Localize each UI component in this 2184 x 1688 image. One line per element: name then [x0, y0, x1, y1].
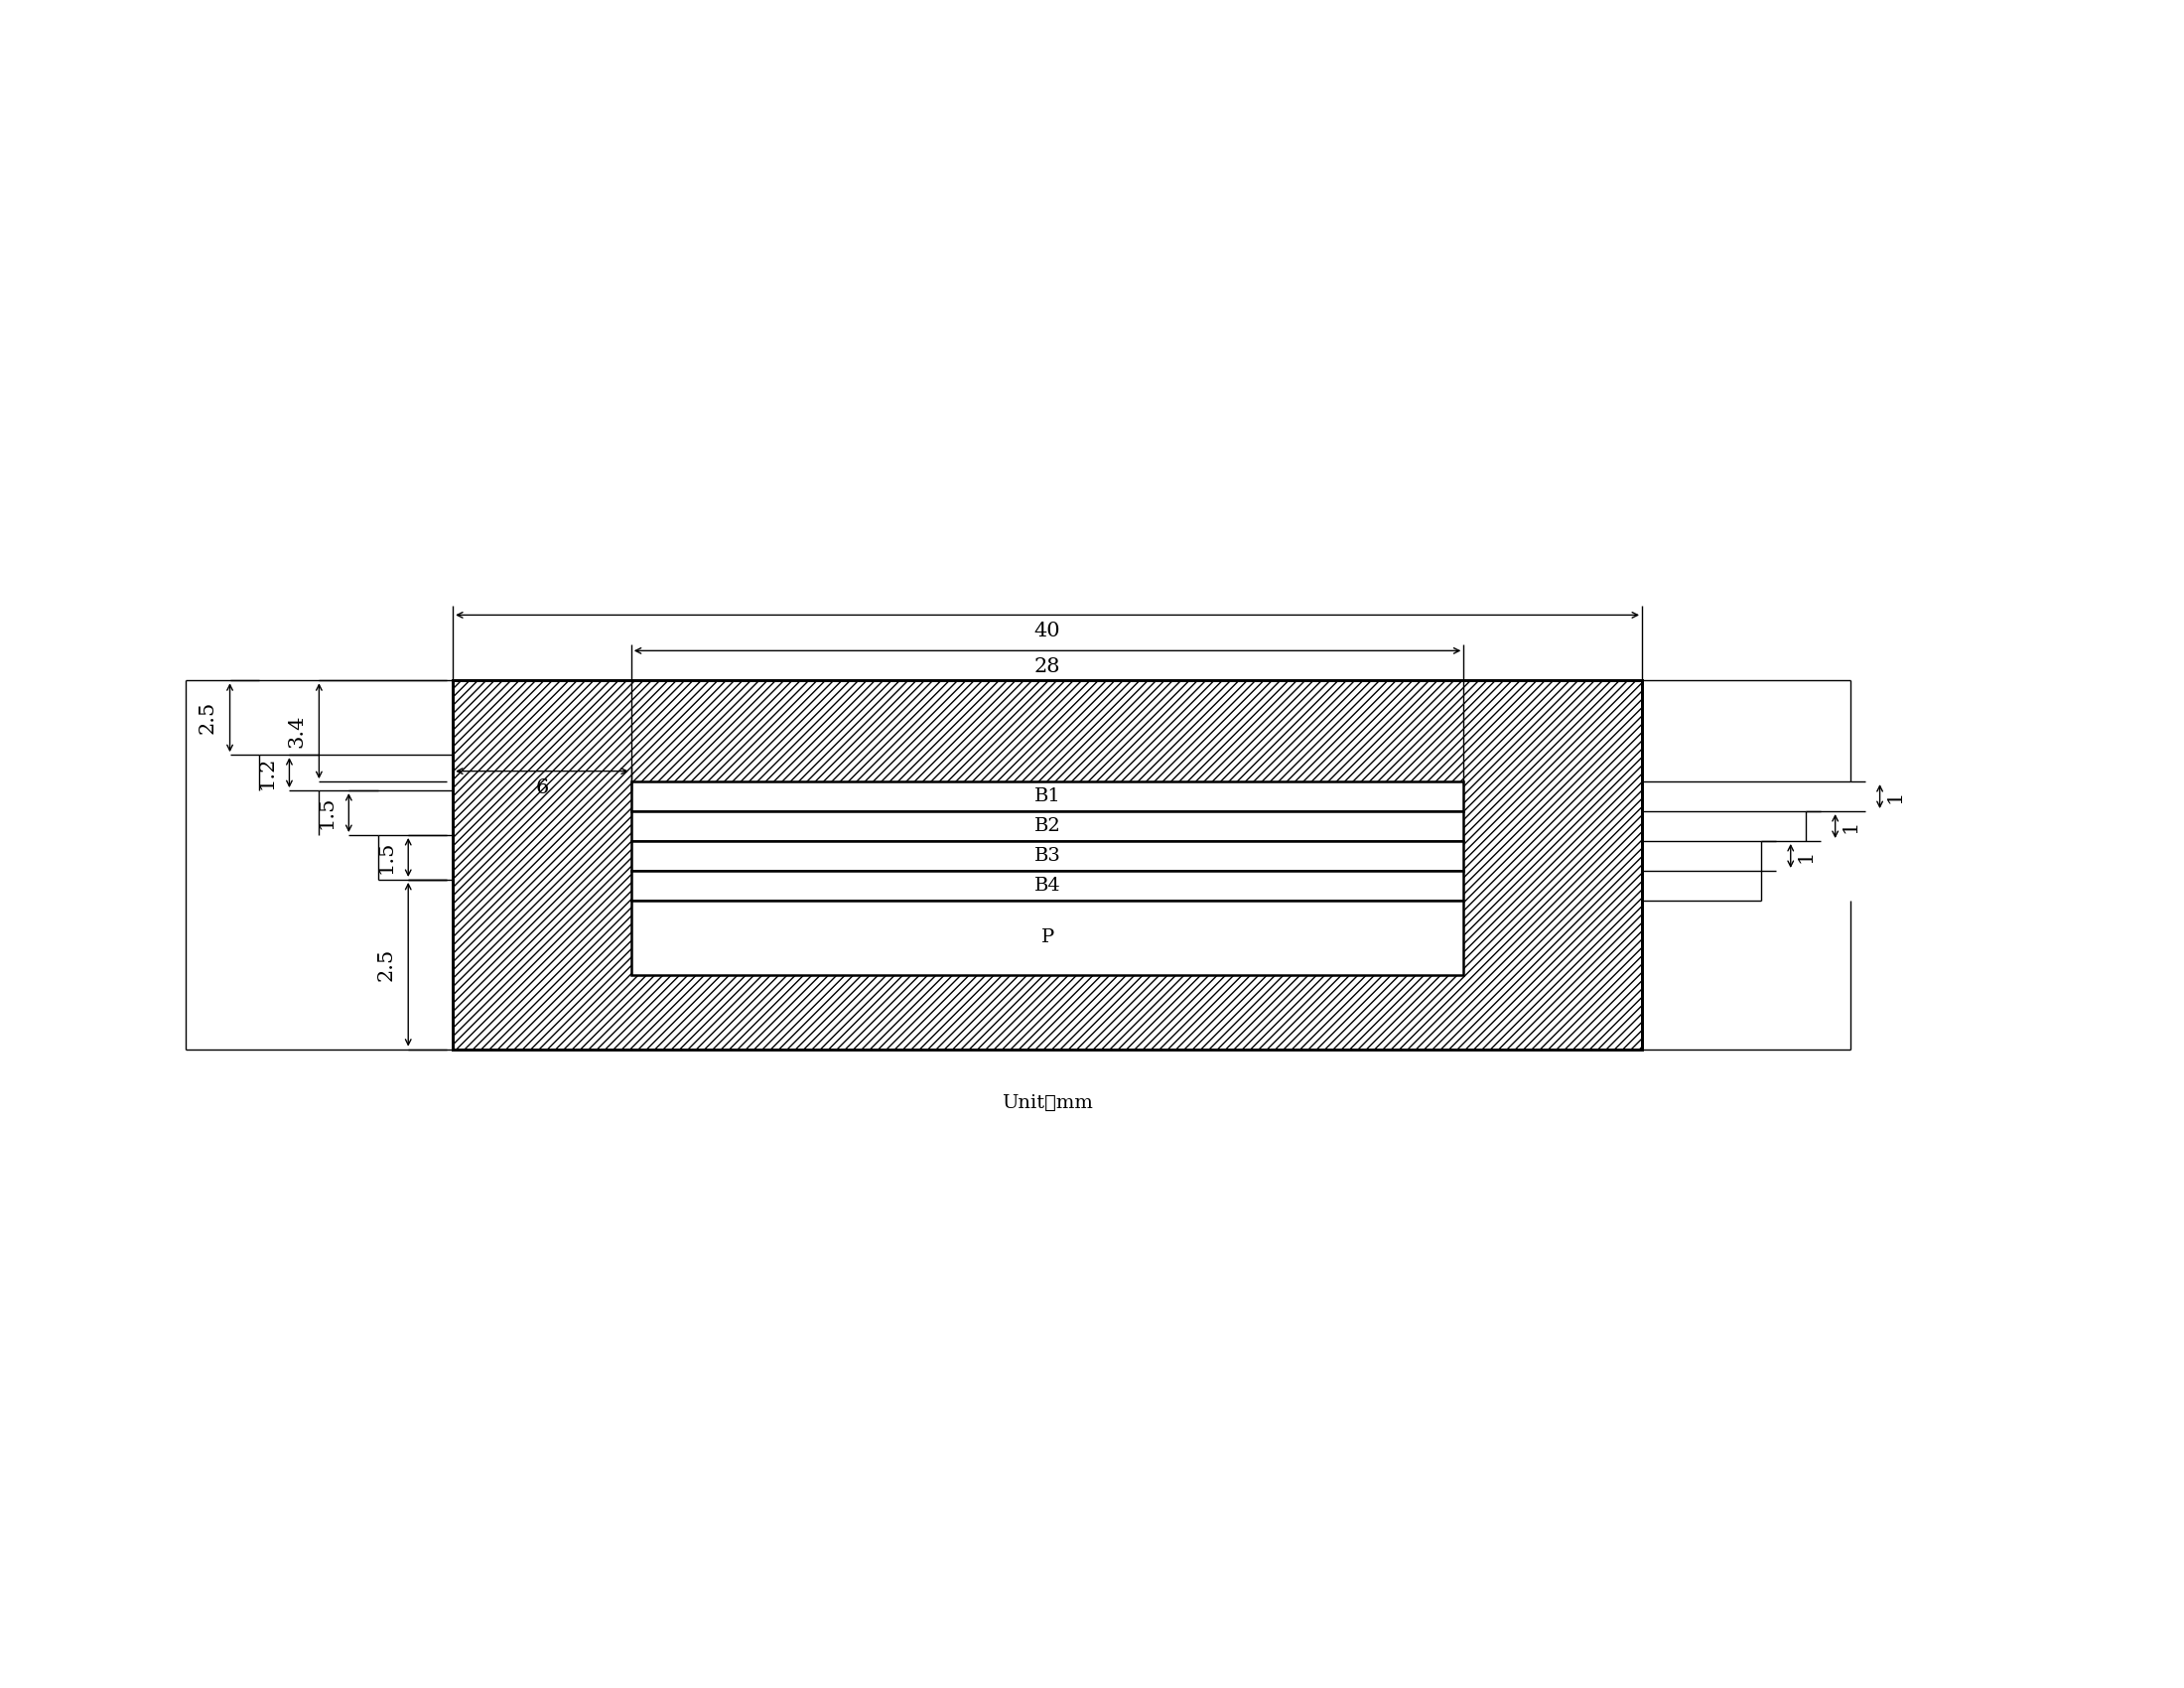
Bar: [631, 841, 1463, 871]
Bar: [631, 782, 1463, 812]
Text: 1: 1: [1795, 849, 1815, 863]
Text: 1.5: 1.5: [376, 841, 395, 874]
Text: 2.5: 2.5: [199, 701, 216, 734]
Text: 1: 1: [1841, 819, 1859, 832]
Bar: [452, 680, 1642, 1050]
Bar: [631, 782, 1463, 976]
Text: 1: 1: [1885, 790, 1904, 803]
Bar: [631, 871, 1463, 900]
Text: Unit：mm: Unit：mm: [1002, 1094, 1092, 1112]
Bar: [452, 680, 1642, 1050]
Bar: [631, 900, 1463, 976]
Text: B2: B2: [1035, 817, 1061, 836]
Text: P: P: [1042, 928, 1055, 947]
Text: B3: B3: [1033, 847, 1061, 864]
Text: 1.2: 1.2: [258, 756, 277, 790]
Text: 28: 28: [1035, 658, 1061, 677]
Text: 3.4: 3.4: [288, 714, 306, 748]
Text: 1.5: 1.5: [317, 797, 336, 829]
Bar: [631, 812, 1463, 841]
Text: 6: 6: [535, 778, 548, 797]
Text: B1: B1: [1035, 788, 1061, 805]
Text: 2.5: 2.5: [376, 949, 395, 981]
Text: 40: 40: [1035, 621, 1061, 641]
Text: B4: B4: [1035, 876, 1061, 895]
